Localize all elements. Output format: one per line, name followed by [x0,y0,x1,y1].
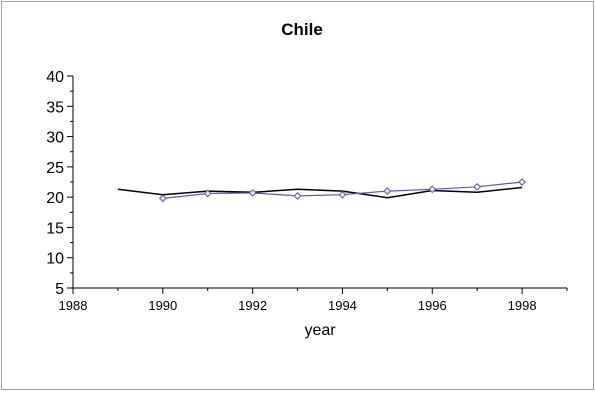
data-point [293,192,302,200]
data-point [428,185,437,194]
data-point [518,178,526,186]
y-tick-label: 35 [46,99,64,116]
y-tick-label: 25 [46,160,64,177]
chart-title: Chile [281,20,323,39]
x-tick-label: 1998 [508,298,537,313]
data-point [248,188,257,197]
x-ticks: 1988 1990 1992 1994 1996 1998 [59,288,568,313]
y-tick-label: 10 [46,251,64,268]
data-point [203,189,212,198]
series-line-1 [117,186,523,199]
data-point [338,190,347,199]
y-tick-label: 15 [46,220,64,237]
data-point [158,194,167,203]
y-ticks: 5 10 15 20 25 30 35 40 [46,69,73,298]
x-tick-label: 1988 [59,298,88,313]
y-tick-label: 5 [55,281,64,298]
data-point [473,182,482,191]
x-axis-label: year [304,322,336,339]
y-tick-label: 20 [46,190,64,207]
x-tick-label: 1990 [148,298,177,313]
y-tick-label: 40 [46,69,64,86]
data-point [383,187,392,195]
x-tick-label: 1992 [238,298,267,313]
x-tick-label: 1994 [328,298,357,313]
y-tick-label: 30 [46,130,64,147]
x-tick-label: 1996 [418,298,447,313]
series-layer [117,178,526,203]
